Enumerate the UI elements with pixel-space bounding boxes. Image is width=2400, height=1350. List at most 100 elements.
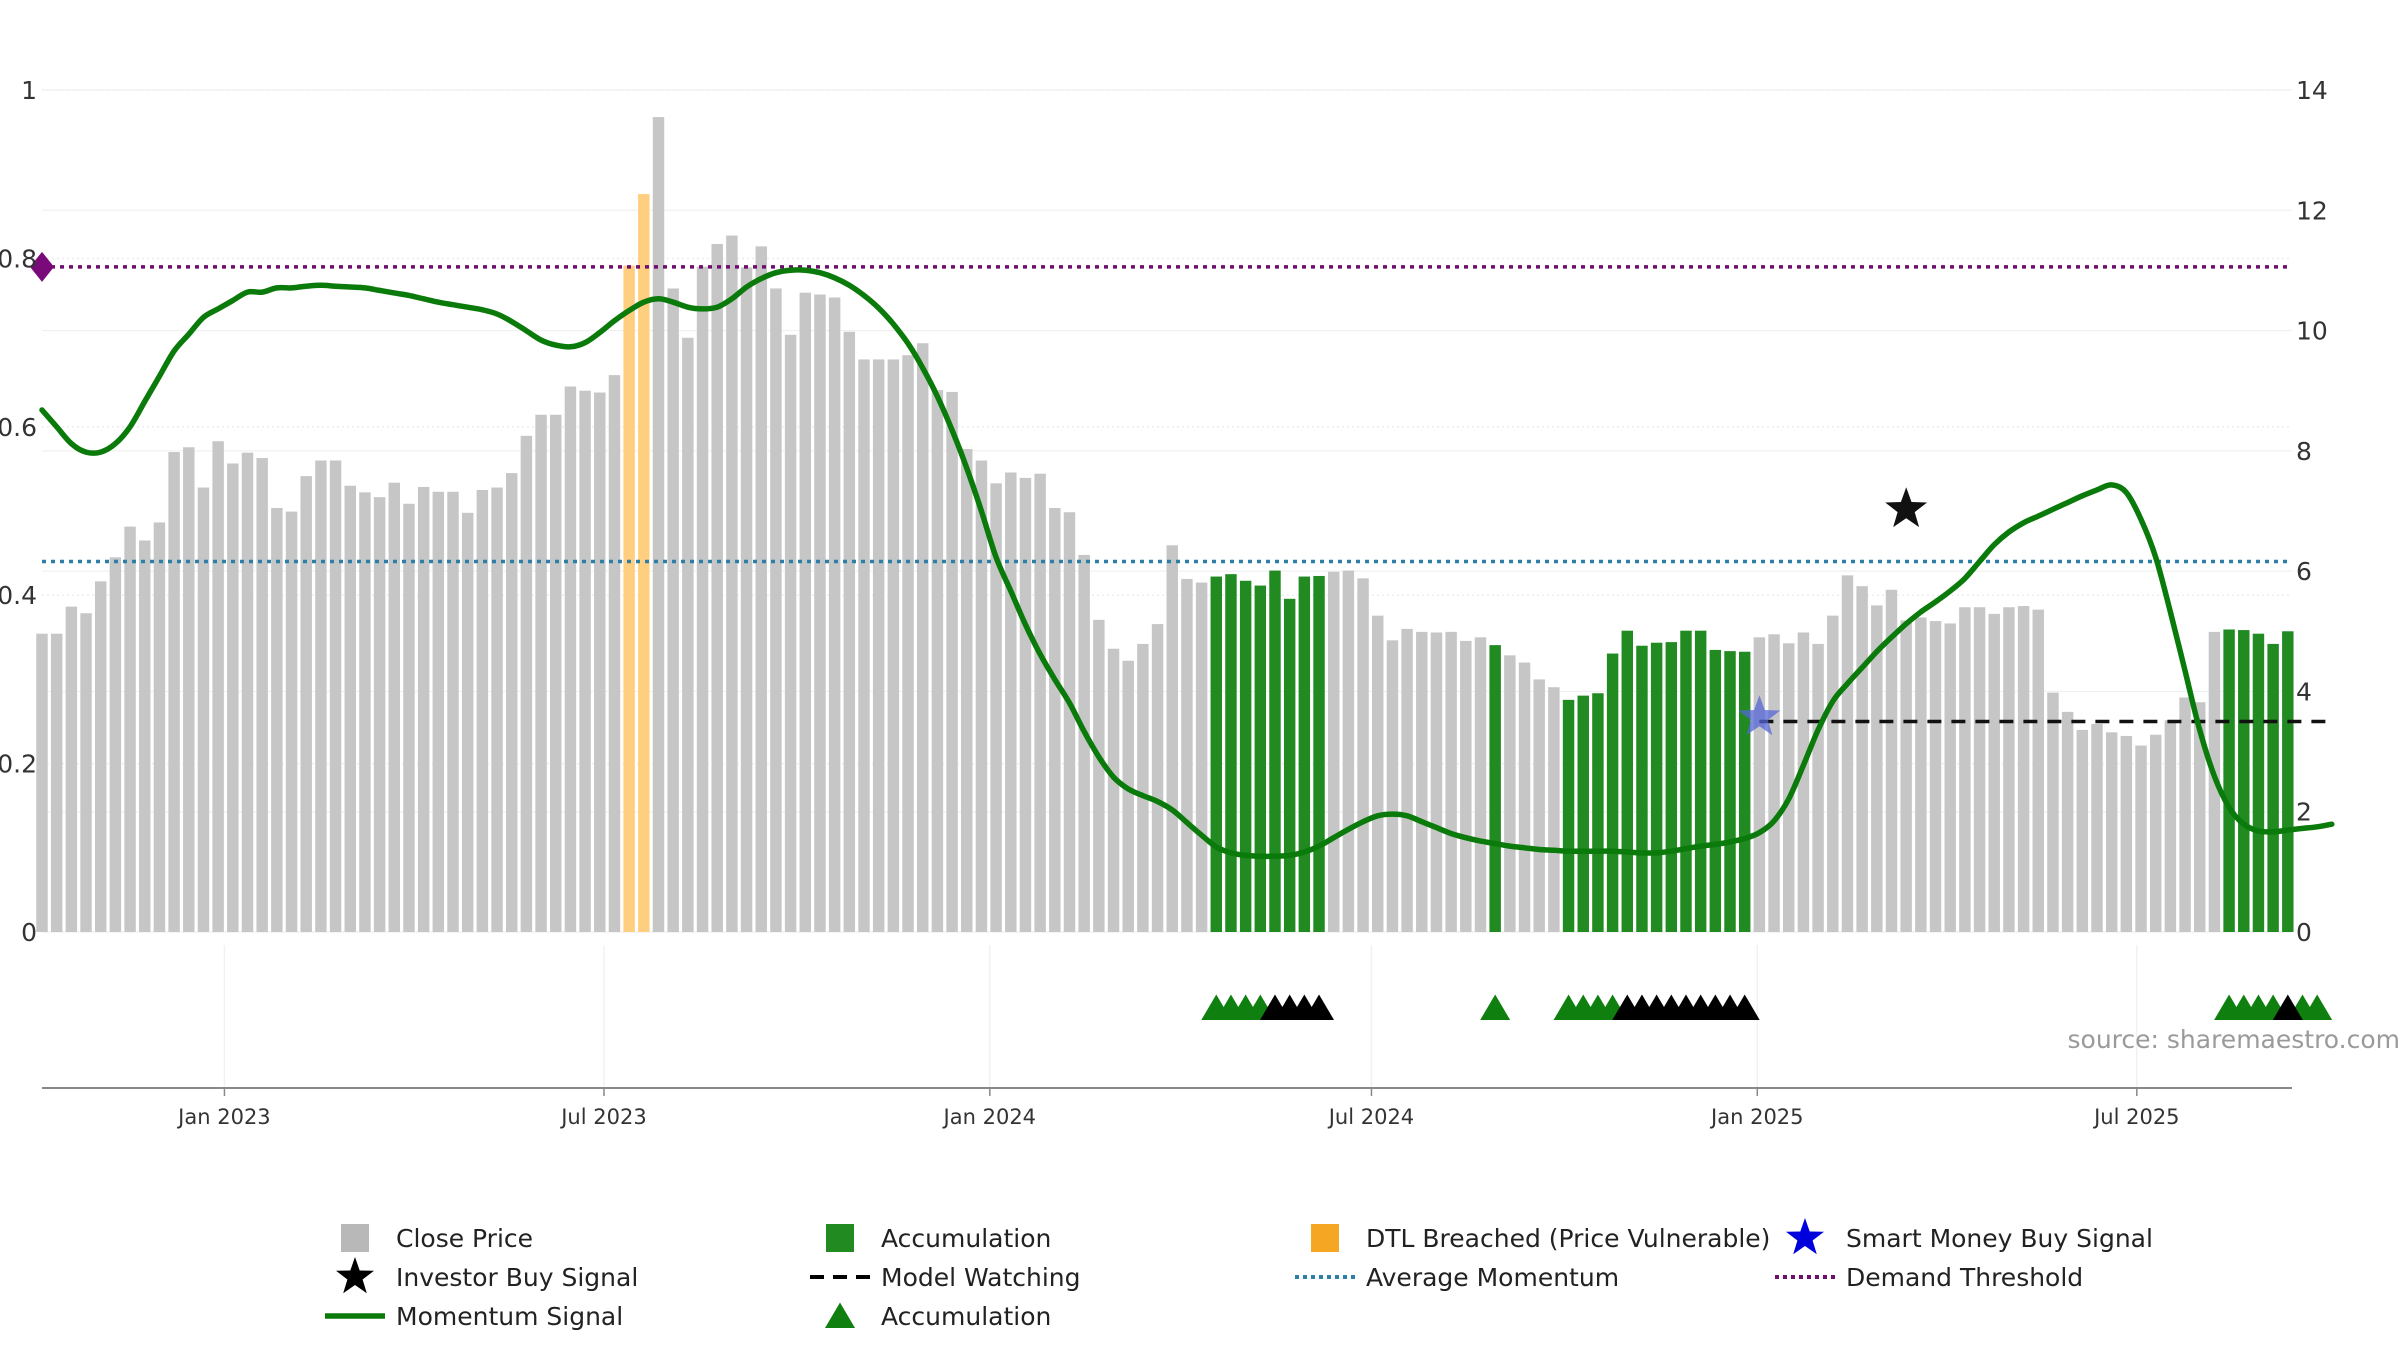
legend-label: Accumulation	[881, 1302, 1051, 1331]
close-price-bar	[1107, 648, 1120, 932]
close-price-bar	[241, 452, 254, 932]
accumulation-bar	[1210, 576, 1223, 932]
black-triangle-icon	[2272, 994, 2303, 1020]
accumulation-bar	[1650, 642, 1663, 932]
close-price-bar	[168, 452, 180, 932]
close-price-bar	[1944, 623, 1956, 932]
accumulation-bar	[2238, 630, 2250, 932]
accumulation-bar	[1298, 576, 1311, 932]
legend-smart-money-star-icon	[1786, 1218, 1824, 1255]
signal-markers	[30, 251, 1928, 736]
close-price-bar	[1460, 640, 1472, 932]
dtl-breached-bar	[623, 265, 635, 932]
close-price-bar	[1753, 637, 1766, 932]
close-price-bar	[1533, 679, 1545, 932]
close-price-bar	[1929, 621, 1942, 932]
close-price-bar	[608, 375, 621, 932]
x-axis-tick-label: Jul 2025	[2092, 1105, 2179, 1129]
close-price-bar	[550, 414, 562, 932]
close-price-bar	[931, 390, 944, 932]
close-price-bar	[2164, 720, 2177, 932]
right-axis-tick-label: 14	[2296, 76, 2328, 105]
legend-dtl-swatch	[1311, 1224, 1339, 1252]
legend-investor-star-icon	[336, 1257, 374, 1294]
close-price-bar	[2076, 729, 2089, 932]
legend-close-price-swatch	[341, 1224, 369, 1252]
accumulation-bar	[1694, 630, 1707, 932]
legend-label: Momentum Signal	[396, 1302, 623, 1331]
close-price-bar	[784, 334, 797, 932]
close-price-bar	[770, 288, 782, 932]
accumulation-bar	[1239, 580, 1252, 932]
close-price-bar	[447, 491, 459, 932]
close-price-bar	[1900, 620, 1912, 932]
close-price-bar	[1973, 607, 1986, 932]
close-price-bar	[2105, 732, 2118, 932]
close-price-bar	[990, 483, 1002, 932]
close-price-bar	[94, 581, 107, 932]
close-price-bar	[65, 606, 78, 932]
close-price-bar	[344, 485, 356, 932]
price-bars	[36, 117, 2294, 933]
close-price-bar	[594, 392, 606, 933]
green-triangle-icon	[1480, 994, 1511, 1020]
close-price-bar	[1137, 643, 1149, 932]
close-price-bar	[505, 473, 518, 932]
close-price-bar	[1386, 640, 1399, 932]
close-price-bar	[1357, 578, 1369, 932]
legend-accumulation-triangle-icon	[825, 1302, 855, 1328]
left-axis-tick-label: 0.8	[0, 244, 37, 273]
close-price-bar	[1959, 607, 1971, 932]
close-price-bar	[183, 447, 195, 932]
close-price-bar	[961, 449, 973, 932]
close-price-bar	[359, 492, 371, 932]
close-price-bar	[1122, 660, 1134, 932]
close-price-bar	[2179, 697, 2191, 932]
close-price-bar	[491, 487, 503, 932]
accumulation-bar	[1680, 630, 1692, 932]
accumulation-bar	[2252, 633, 2265, 932]
close-price-bar	[1078, 554, 1090, 932]
reference-lines	[42, 265, 2332, 724]
close-price-bar	[1034, 473, 1046, 932]
close-price-bar	[1783, 643, 1795, 932]
close-price-bar	[1797, 632, 1810, 932]
legend-label: Smart Money Buy Signal	[1846, 1224, 2153, 1253]
legend-label: Accumulation	[881, 1224, 1051, 1253]
right-axis-tick-label: 0	[2296, 918, 2312, 947]
close-price-bar	[50, 633, 63, 932]
accumulation-bar	[1313, 575, 1325, 932]
black-triangle-icon	[1729, 994, 1760, 1020]
close-price-bar	[1474, 637, 1487, 932]
close-price-bar	[2003, 607, 2015, 932]
x-axis-tick-label: Jul 2023	[559, 1105, 646, 1129]
close-price-bar	[1049, 507, 1061, 932]
demand-threshold-diamond-icon	[30, 251, 54, 282]
accumulation-bar	[1489, 645, 1501, 932]
legend-label: Average Momentum	[1366, 1263, 1619, 1292]
legend-label: Demand Threshold	[1846, 1263, 2083, 1292]
close-price-bar	[2091, 723, 2103, 932]
x-axis-tick-label: Jan 2024	[942, 1105, 1037, 1129]
x-axis-tick-label: Jul 2024	[1327, 1105, 1414, 1129]
close-price-bar	[2120, 735, 2133, 932]
close-price-bar	[946, 391, 958, 933]
right-axis-tick-label: 6	[2296, 557, 2312, 586]
smart-money-buy-star-icon	[1738, 695, 1781, 736]
close-price-bar	[1885, 589, 1898, 932]
close-price-bar	[461, 512, 474, 932]
close-price-bar	[916, 343, 929, 932]
close-price-bar	[2194, 702, 2206, 932]
close-price-bar	[1827, 615, 1839, 932]
close-price-bar	[520, 435, 533, 932]
close-price-bar	[1548, 687, 1560, 932]
close-price-bar	[373, 497, 386, 932]
green-triangle-icon	[2302, 994, 2333, 1020]
close-price-bar	[1401, 628, 1413, 932]
accumulation-bar	[2282, 631, 2294, 932]
investor-buy-star-icon	[1885, 487, 1928, 528]
close-price-bar	[285, 511, 298, 932]
close-price-bar	[1841, 575, 1854, 932]
source-label: source: sharemaestro.com	[2068, 1025, 2400, 1054]
